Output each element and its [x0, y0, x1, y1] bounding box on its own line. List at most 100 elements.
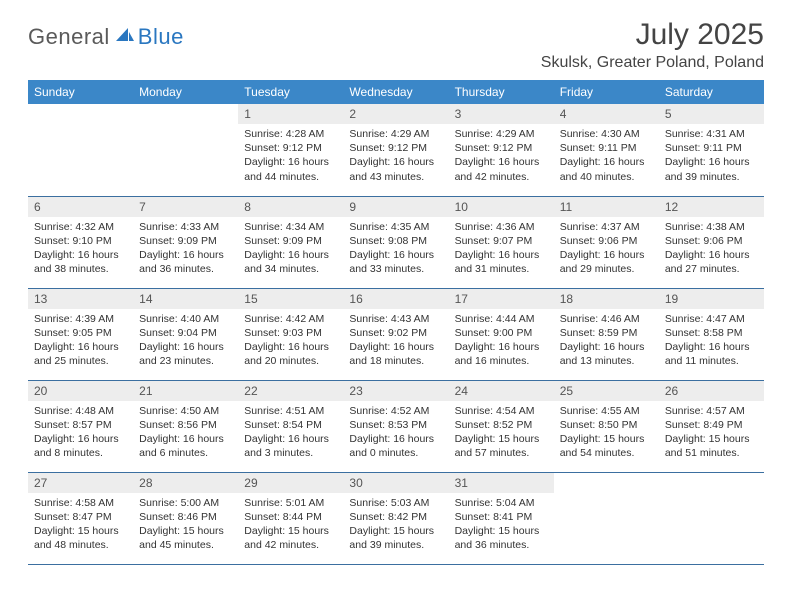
day-content: Sunrise: 4:43 AMSunset: 9:02 PMDaylight:…: [343, 309, 448, 375]
day-content: Sunrise: 4:58 AMSunset: 8:47 PMDaylight:…: [28, 493, 133, 559]
day-number: 11: [554, 197, 659, 217]
brand-text-blue: Blue: [138, 24, 184, 50]
day-number: 28: [133, 473, 238, 493]
sunset-text: Sunset: 8:47 PM: [34, 510, 127, 524]
day-number: 6: [28, 197, 133, 217]
calendar-cell: 14 Sunrise: 4:40 AMSunset: 9:04 PMDayligh…: [133, 288, 238, 380]
day-number: 1: [238, 104, 343, 124]
calendar-cell: 6Sunrise: 4:32 AMSunset: 9:10 PMDaylight…: [28, 196, 133, 288]
daylight-text: Daylight: 16 hours and 44 minutes.: [244, 155, 337, 183]
sunrise-text: Sunrise: 4:29 AM: [455, 127, 548, 141]
day-content: Sunrise: 4:48 AMSunset: 8:57 PMDaylight:…: [28, 401, 133, 467]
daylight-text: Daylight: 16 hours and 20 minutes.: [244, 340, 337, 368]
sunset-text: Sunset: 9:06 PM: [560, 234, 653, 248]
calendar-cell: 13Sunrise: 4:39 AMSunset: 9:05 PMDayligh…: [28, 288, 133, 380]
calendar-cell: 3Sunrise: 4:29 AMSunset: 9:12 PMDaylight…: [449, 104, 554, 196]
sunrise-text: Sunrise: 4:51 AM: [244, 404, 337, 418]
calendar-cell: 2Sunrise: 4:29 AMSunset: 9:12 PMDaylight…: [343, 104, 448, 196]
sunrise-text: Sunrise: 5:03 AM: [349, 496, 442, 510]
day-content: Sunrise: 4:50 AMSunset: 8:56 PMDaylight:…: [133, 401, 238, 467]
day-content: Sunrise: 4:36 AMSunset: 9:07 PMDaylight:…: [449, 217, 554, 283]
sunrise-text: Sunrise: 4:29 AM: [349, 127, 442, 141]
calendar-cell: 19Sunrise: 4:47 AMSunset: 8:58 PMDayligh…: [659, 288, 764, 380]
sunrise-text: Sunrise: 4:40 AM: [139, 312, 232, 326]
day-number: 27: [28, 473, 133, 493]
location-text: Skulsk, Greater Poland, Poland: [541, 54, 764, 72]
day-number: 5: [659, 104, 764, 124]
brand-sail-icon: [114, 26, 136, 44]
sunset-text: Sunset: 9:00 PM: [455, 326, 548, 340]
calendar-cell: 12Sunrise: 4:38 AMSunset: 9:06 PMDayligh…: [659, 196, 764, 288]
daylight-text: Daylight: 16 hours and 42 minutes.: [455, 155, 548, 183]
sunset-text: Sunset: 9:02 PM: [349, 326, 442, 340]
day-number: 3: [449, 104, 554, 124]
calendar-cell: 24Sunrise: 4:54 AMSunset: 8:52 PMDayligh…: [449, 380, 554, 472]
sunset-text: Sunset: 8:53 PM: [349, 418, 442, 432]
sunset-text: Sunset: 9:12 PM: [349, 141, 442, 155]
day-content: Sunrise: 4:29 AMSunset: 9:12 PMDaylight:…: [449, 124, 554, 190]
calendar-cell: 25Sunrise: 4:55 AMSunset: 8:50 PMDayligh…: [554, 380, 659, 472]
day-content: Sunrise: 4:30 AMSunset: 9:11 PMDaylight:…: [554, 124, 659, 190]
day-content: Sunrise: 4:52 AMSunset: 8:53 PMDaylight:…: [343, 401, 448, 467]
daylight-text: Daylight: 15 hours and 51 minutes.: [665, 432, 758, 460]
calendar-cell: 1Sunrise: 4:28 AMSunset: 9:12 PMDaylight…: [238, 104, 343, 196]
sunset-text: Sunset: 9:09 PM: [244, 234, 337, 248]
sunset-text: Sunset: 9:04 PM: [139, 326, 232, 340]
sunset-text: Sunset: 8:52 PM: [455, 418, 548, 432]
daylight-text: Daylight: 16 hours and 23 minutes.: [139, 340, 232, 368]
daylight-text: Daylight: 16 hours and 8 minutes.: [34, 432, 127, 460]
calendar-week-row: 20Sunrise: 4:48 AMSunset: 8:57 PMDayligh…: [28, 380, 764, 472]
sunrise-text: Sunrise: 5:04 AM: [455, 496, 548, 510]
daylight-text: Daylight: 15 hours and 39 minutes.: [349, 524, 442, 552]
daylight-text: Daylight: 16 hours and 40 minutes.: [560, 155, 653, 183]
day-number: 14: [133, 289, 238, 309]
day-content: Sunrise: 4:47 AMSunset: 8:58 PMDaylight:…: [659, 309, 764, 375]
calendar-cell: 23Sunrise: 4:52 AMSunset: 8:53 PMDayligh…: [343, 380, 448, 472]
sunrise-text: Sunrise: 4:43 AM: [349, 312, 442, 326]
day-content: Sunrise: 4:38 AMSunset: 9:06 PMDaylight:…: [659, 217, 764, 283]
day-content: Sunrise: 4:39 AMSunset: 9:05 PMDaylight:…: [28, 309, 133, 375]
sunset-text: Sunset: 8:50 PM: [560, 418, 653, 432]
day-content: Sunrise: 4:46 AMSunset: 8:59 PMDaylight:…: [554, 309, 659, 375]
daylight-text: Daylight: 16 hours and 16 minutes.: [455, 340, 548, 368]
day-number: 26: [659, 381, 764, 401]
sunrise-text: Sunrise: 4:31 AM: [665, 127, 758, 141]
daylight-text: Daylight: 15 hours and 42 minutes.: [244, 524, 337, 552]
calendar-cell: 21Sunrise: 4:50 AMSunset: 8:56 PMDayligh…: [133, 380, 238, 472]
day-number: 31: [449, 473, 554, 493]
daylight-text: Daylight: 15 hours and 54 minutes.: [560, 432, 653, 460]
day-content: Sunrise: 4:51 AMSunset: 8:54 PMDaylight:…: [238, 401, 343, 467]
page-header: General Blue July 2025 Skulsk, Greater P…: [0, 0, 792, 80]
daylight-text: Daylight: 16 hours and 33 minutes.: [349, 248, 442, 276]
calendar-cell: 16Sunrise: 4:43 AMSunset: 9:02 PMDayligh…: [343, 288, 448, 380]
daylight-text: Daylight: 16 hours and 36 minutes.: [139, 248, 232, 276]
day-number: 2: [343, 104, 448, 124]
day-number: 10: [449, 197, 554, 217]
calendar-cell: 22Sunrise: 4:51 AMSunset: 8:54 PMDayligh…: [238, 380, 343, 472]
sunrise-text: Sunrise: 4:46 AM: [560, 312, 653, 326]
day-content: Sunrise: 4:42 AMSunset: 9:03 PMDaylight:…: [238, 309, 343, 375]
weekday-header: Wednesday: [343, 80, 448, 104]
calendar-cell: 9Sunrise: 4:35 AMSunset: 9:08 PMDaylight…: [343, 196, 448, 288]
sunset-text: Sunset: 8:58 PM: [665, 326, 758, 340]
calendar-week-row: 1Sunrise: 4:28 AMSunset: 9:12 PMDaylight…: [28, 104, 764, 196]
daylight-text: Daylight: 16 hours and 25 minutes.: [34, 340, 127, 368]
sunrise-text: Sunrise: 5:01 AM: [244, 496, 337, 510]
calendar-cell: 17Sunrise: 4:44 AMSunset: 9:00 PMDayligh…: [449, 288, 554, 380]
sunrise-text: Sunrise: 4:35 AM: [349, 220, 442, 234]
day-content: Sunrise: 4:32 AMSunset: 9:10 PMDaylight:…: [28, 217, 133, 283]
day-content: Sunrise: 5:03 AMSunset: 8:42 PMDaylight:…: [343, 493, 448, 559]
sunset-text: Sunset: 9:12 PM: [244, 141, 337, 155]
calendar-cell: 27Sunrise: 4:58 AMSunset: 8:47 PMDayligh…: [28, 472, 133, 564]
day-content: Sunrise: 4:34 AMSunset: 9:09 PMDaylight:…: [238, 217, 343, 283]
day-content: Sunrise: 4:28 AMSunset: 9:12 PMDaylight:…: [238, 124, 343, 190]
title-block: July 2025 Skulsk, Greater Poland, Poland: [541, 18, 764, 72]
day-number: 9: [343, 197, 448, 217]
sunrise-text: Sunrise: 4:55 AM: [560, 404, 653, 418]
daylight-text: Daylight: 16 hours and 29 minutes.: [560, 248, 653, 276]
calendar-week-row: 27Sunrise: 4:58 AMSunset: 8:47 PMDayligh…: [28, 472, 764, 564]
sunrise-text: Sunrise: 4:52 AM: [349, 404, 442, 418]
weekday-header: Monday: [133, 80, 238, 104]
calendar-cell: [659, 472, 764, 564]
sunset-text: Sunset: 9:03 PM: [244, 326, 337, 340]
